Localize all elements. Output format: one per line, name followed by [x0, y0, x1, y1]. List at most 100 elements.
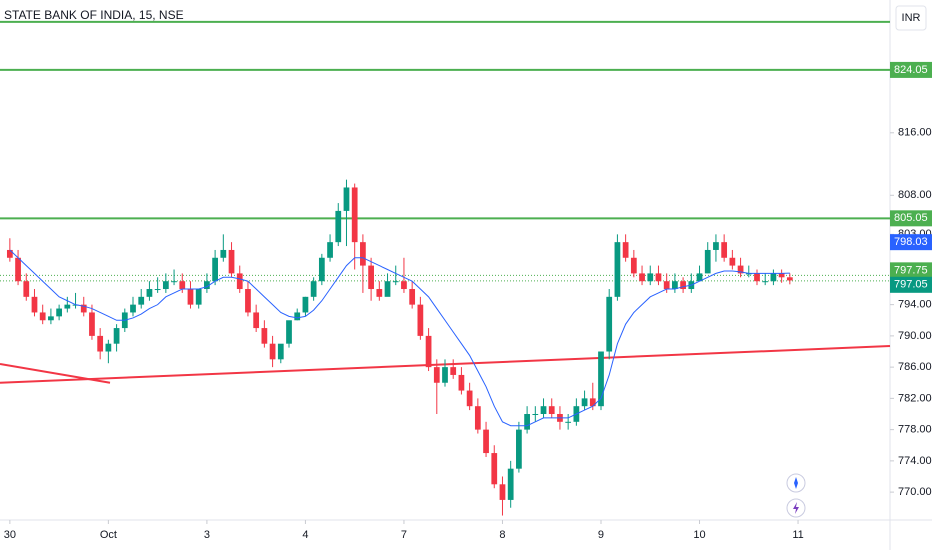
candle-body — [113, 328, 120, 344]
candle-body — [524, 414, 530, 430]
chart-title: STATE BANK OF INDIA, 15, NSE — [4, 8, 184, 22]
level-label-box — [890, 276, 932, 293]
candle-body — [162, 281, 169, 290]
candle-body — [56, 308, 62, 317]
icon — [794, 477, 798, 489]
candle-body — [105, 343, 112, 352]
candle-body — [606, 296, 613, 352]
candle-body — [392, 281, 399, 283]
candle-body — [786, 277, 793, 281]
candle-body — [294, 312, 301, 321]
level-label: 824.05 — [894, 64, 928, 76]
candle-body — [195, 289, 202, 305]
y-tick-label: 808.00 — [898, 189, 932, 201]
candle-body — [696, 273, 703, 282]
candle-body — [532, 414, 539, 416]
candle-body — [15, 257, 21, 282]
candle-body — [450, 367, 457, 375]
candle-body — [466, 390, 473, 407]
candle-body — [384, 281, 391, 297]
candle-body — [310, 281, 317, 297]
candle-body — [729, 257, 736, 266]
currency-box[interactable] — [895, 5, 927, 31]
candle-body — [663, 281, 670, 290]
candle-body — [302, 296, 309, 313]
plot-area — [0, 20, 891, 516]
x-tick-label: 10 — [693, 529, 705, 541]
candle-body — [269, 343, 276, 360]
x-tick-label: 4 — [302, 529, 308, 541]
x-tick-label: 3 — [204, 529, 210, 541]
candle-body — [318, 257, 325, 282]
level-label-box — [890, 210, 932, 227]
candle-body — [39, 312, 46, 321]
candle-body — [146, 289, 153, 297]
candle-body — [565, 421, 572, 423]
candle-body — [762, 281, 769, 283]
ma-label-box — [890, 234, 932, 251]
y-tick-label: 790.00 — [898, 330, 932, 342]
y-tick-label: 794.00 — [898, 299, 932, 311]
candle-body — [770, 273, 777, 282]
candle-body — [253, 312, 260, 329]
level-label: 805.05 — [894, 212, 928, 224]
candle-body — [401, 281, 407, 290]
x-tick-label: 30 — [4, 529, 16, 541]
candle-body — [704, 249, 711, 274]
candle-body — [614, 242, 621, 297]
x-tick-label: 9 — [598, 529, 604, 541]
y-tick-label: 778.00 — [898, 424, 932, 436]
candle-body — [236, 273, 243, 290]
level-label-box — [890, 262, 932, 279]
y-tick-label: 782.00 — [898, 392, 932, 404]
currency[interactable]: INR — [902, 12, 921, 24]
level-label: 797.05 — [894, 279, 928, 291]
candle-body — [589, 398, 596, 407]
y-tick-label: 786.00 — [898, 361, 932, 373]
x-tick-label: 7 — [401, 529, 407, 541]
candle-body — [343, 187, 350, 211]
candle-body — [261, 328, 268, 344]
trendline — [0, 363, 111, 384]
candle-body — [672, 281, 678, 290]
candle-body — [187, 289, 194, 305]
candle-body — [409, 289, 416, 305]
candle-body — [97, 335, 104, 352]
candle-body — [516, 429, 522, 469]
candle-body — [647, 273, 654, 282]
candle-body — [581, 398, 588, 407]
candle-body — [778, 273, 785, 278]
candle-body — [417, 304, 424, 336]
candle-body — [179, 281, 186, 290]
candle-body — [507, 468, 514, 500]
candle-body — [425, 335, 432, 368]
candle-body — [639, 273, 645, 282]
candle-body — [458, 374, 465, 391]
candle-body — [286, 320, 292, 344]
candle-body — [6, 249, 13, 258]
candle-body — [737, 265, 744, 274]
candle-body — [23, 281, 30, 297]
candle-body — [474, 406, 481, 430]
candle-body — [630, 257, 637, 274]
candle-body — [598, 351, 604, 407]
candle-body — [483, 429, 489, 454]
candle-body — [64, 304, 71, 309]
ma-line — [9, 249, 790, 427]
candle-body — [655, 273, 662, 282]
candle-body — [540, 406, 547, 415]
candle-body — [433, 367, 440, 383]
candle-body — [376, 289, 383, 297]
x-tick-label: 8 — [499, 529, 505, 541]
candle-body — [48, 316, 54, 321]
candle-body — [713, 242, 719, 250]
candle-body — [335, 210, 342, 243]
candle-body — [171, 281, 177, 283]
candle-body — [204, 281, 210, 290]
candle-body — [721, 242, 728, 258]
ma-label: 798.03 — [894, 236, 928, 248]
candle-body — [245, 289, 251, 313]
candle-body — [622, 242, 629, 258]
